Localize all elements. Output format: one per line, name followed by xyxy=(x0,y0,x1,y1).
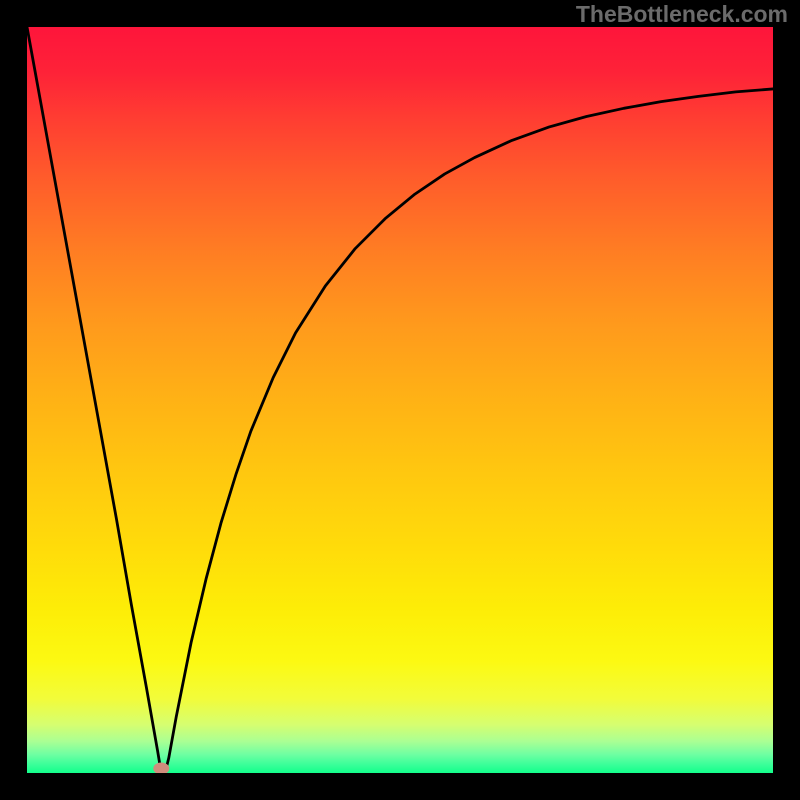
frame-border xyxy=(773,0,800,800)
watermark-text: TheBottleneck.com xyxy=(576,1,788,27)
frame-border xyxy=(0,773,800,800)
gradient-background xyxy=(27,27,773,773)
bottleneck-chart: TheBottleneck.com xyxy=(0,0,800,800)
minimum-marker xyxy=(153,763,169,775)
frame-border xyxy=(0,0,27,800)
